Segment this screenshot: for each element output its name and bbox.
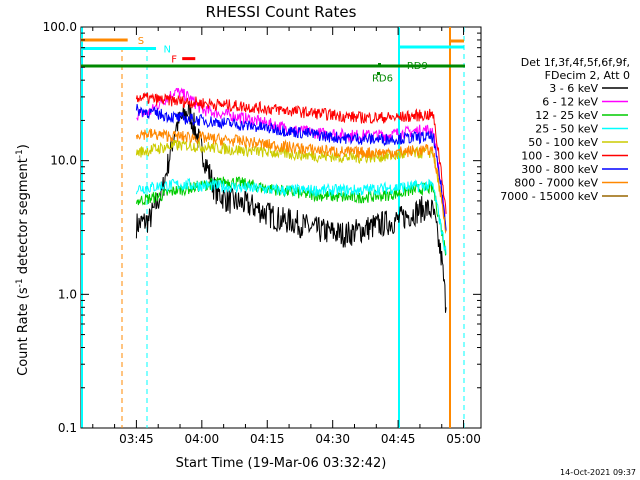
series-layer (135, 87, 447, 313)
rd9-marker (378, 63, 381, 66)
legend-label-6: 300 - 800 keV (521, 163, 598, 176)
y-axis-label-sup2: -1 (15, 149, 25, 158)
legend-label-4: 50 - 100 keV (528, 136, 598, 149)
annotation-S: S (138, 36, 144, 47)
y-axis-label-part3: ) (16, 144, 31, 149)
annotation-layer: S NF RD9 RD6 (81, 36, 428, 84)
legend-label-8: 7000 - 15000 keV (500, 190, 598, 203)
annotation-RD9: RD9 (407, 61, 428, 72)
annotation-F: F (171, 55, 177, 66)
timestamp: 14-Oct-2021 09:37 (560, 468, 636, 477)
legend-header-1: Det 1f,3f,4f,5f,6f,9f, (521, 56, 630, 69)
legend-label-5: 100 - 300 keV (521, 150, 598, 163)
series-line-5 (135, 91, 447, 214)
legend-label-3: 25 - 50 keV (535, 123, 598, 136)
y-axis-label-part2: detector segment (16, 158, 31, 278)
x-tick-label: 03:45 (119, 432, 154, 446)
series-line-7 (135, 128, 447, 235)
y-axis-label: Count Rate (s-1 detector segment-1) (15, 144, 31, 376)
y-tick-label: 0.1 (58, 421, 77, 435)
legend-label-7: 800 - 7000 keV (514, 177, 598, 190)
legend-header-2: FDecim 2, Att 0 (545, 69, 630, 82)
series-line-6 (135, 104, 447, 231)
legend-label-0: 3 - 6 keV (549, 82, 598, 95)
annotation-RD6: RD6 (372, 73, 393, 84)
y-axis-label-part1: Count Rate (s (16, 287, 31, 376)
legend: Det 1f,3f,4f,5f,6f,9f, FDecim 2, Att 0 3… (500, 56, 630, 203)
series-line-0 (135, 101, 447, 313)
y-tick-label: 100.0 (43, 20, 77, 34)
chart-title: RHESSI Count Rates (206, 3, 357, 21)
x-tick-label: 04:30 (315, 432, 350, 446)
x-tick-label: 04:45 (381, 432, 416, 446)
series-line-4 (135, 139, 447, 231)
rd6-marker (377, 72, 380, 75)
y-tick-label: 10.0 (50, 154, 77, 168)
legend-label-2: 12 - 25 keV (535, 109, 598, 122)
y-tick-label: 1.0 (58, 287, 77, 301)
x-axis-label: Start Time (19-Mar-06 03:32:42) (176, 456, 387, 471)
y-axis-label-sup1: -1 (15, 278, 25, 287)
x-tick-label: 04:15 (250, 432, 285, 446)
series-line-3 (135, 177, 447, 255)
plot-border (80, 26, 482, 429)
legend-label-1: 6 - 12 keV (542, 96, 598, 109)
plot-area (80, 26, 482, 429)
x-tick-label: 04:00 (185, 432, 220, 446)
x-tick-label: 05:00 (446, 432, 481, 446)
axis-layer: 100.0 10.0 1.0 0.1 03:45 04:00 04:15 04:30 04:45… (43, 20, 481, 446)
annotation-N: N (163, 45, 170, 56)
